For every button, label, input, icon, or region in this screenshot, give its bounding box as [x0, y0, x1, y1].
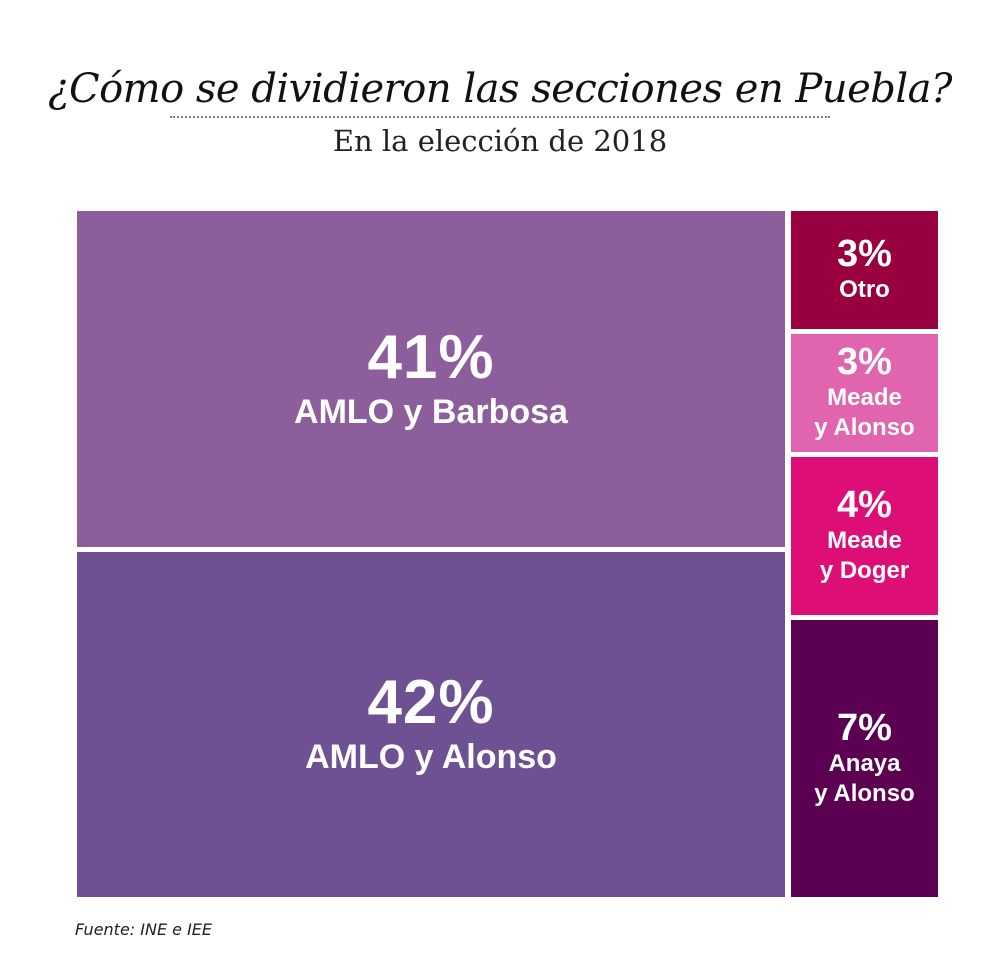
treemap-cell: 3% Meade y Alonso — [791, 334, 938, 452]
cell-percent-label: 4% — [837, 484, 892, 526]
cell-category-label: Meade y Alonso — [814, 384, 915, 441]
treemap-cell: 7% Anaya y Alonso — [791, 620, 938, 897]
chart-title: ¿Cómo se dividieron las secciones en Pue… — [48, 66, 952, 112]
cell-category-label: Otro — [839, 276, 890, 303]
treemap-cell: 4% Meade y Doger — [791, 457, 938, 615]
cell-percent-label: 3% — [837, 341, 892, 383]
chart-subtitle: En la elección de 2018 — [332, 124, 668, 158]
treemap-cell: 41% AMLO y Barbosa — [77, 211, 785, 547]
cell-percent-label: 3% — [837, 233, 892, 275]
source-note: Fuente: INE e IEE — [75, 920, 213, 939]
cell-category-label: AMLO y Barbosa — [294, 392, 568, 431]
treemap-cell: 3% Otro — [791, 211, 938, 329]
title-divider — [170, 116, 830, 118]
cell-percent-label: 41% — [367, 322, 495, 392]
cell-category-label: AMLO y Alonso — [305, 738, 557, 776]
cell-percent-label: 42% — [367, 668, 495, 737]
cell-percent-label: 7% — [837, 706, 892, 749]
cell-category-label: Meade y Doger — [819, 527, 910, 584]
cell-category-label: Anaya y Alonso — [814, 749, 915, 807]
treemap-cell: 42% AMLO y Alonso — [77, 552, 785, 897]
